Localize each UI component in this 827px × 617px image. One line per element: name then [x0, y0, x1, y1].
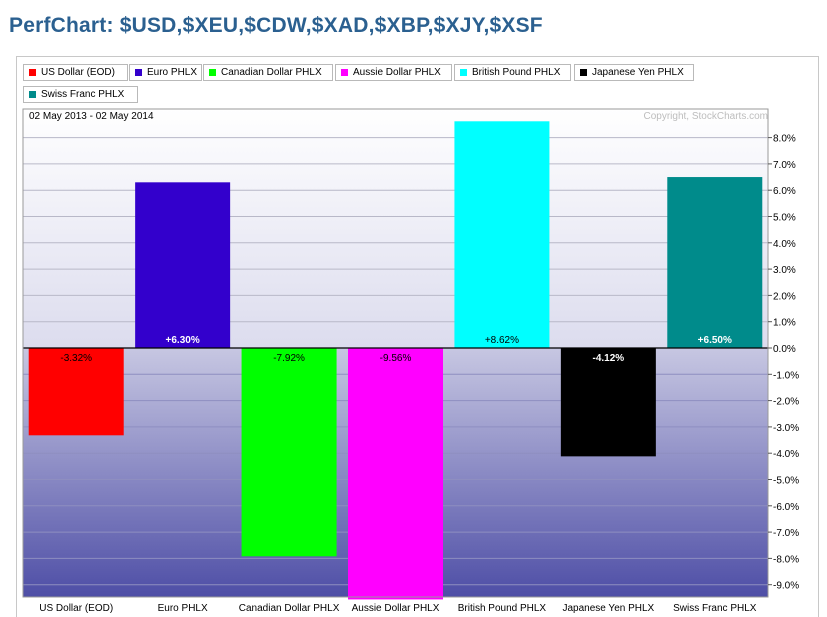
- y-tick-label: -9.0%: [773, 581, 799, 592]
- y-tick-label: -1.0%: [773, 370, 799, 381]
- legend-label: Japanese Yen PHLX: [592, 67, 684, 78]
- bar: [454, 121, 550, 348]
- y-tick-label: 8.0%: [773, 134, 796, 145]
- legend-swatch: [209, 69, 216, 76]
- y-tick-label: 1.0%: [773, 318, 796, 329]
- bar: [135, 182, 231, 348]
- legend-item-aussie-dollar[interactable]: Aussie Dollar PHLX: [335, 64, 452, 81]
- value-labels: -3.32% +6.30% -7.92% -9.56% +8.62% -4.12% +6.5…: [60, 335, 732, 364]
- legend-item-japanese-yen[interactable]: Japanese Yen PHLX: [574, 64, 694, 81]
- bar: [560, 348, 656, 457]
- chart-title: PerfChart: $USD,$XEU,$CDW,$XAD,$XBP,$XJY…: [9, 14, 543, 37]
- y-tick-label: 0.0%: [773, 344, 796, 355]
- x-axis: US Dollar (EOD) Euro PHLX Canadian Dollar …: [39, 603, 757, 614]
- date-range: 02 May 2013 - 02 May 2014: [29, 111, 154, 122]
- data-label: -3.32%: [60, 353, 92, 364]
- legend-swatch: [135, 69, 142, 76]
- bars: [28, 121, 763, 600]
- legend-swatch: [29, 91, 36, 98]
- data-label: -9.56%: [380, 353, 412, 364]
- y-tick-label: 5.0%: [773, 213, 796, 224]
- x-tick-label: Aussie Dollar PHLX: [352, 603, 440, 614]
- x-tick-label: Japanese Yen PHLX: [562, 603, 654, 614]
- data-label: +6.50%: [698, 335, 732, 346]
- bar: [241, 348, 337, 557]
- legend-label: British Pound PHLX: [472, 67, 561, 78]
- x-tick-label: Euro PHLX: [158, 603, 208, 614]
- legend-item-british-pound[interactable]: British Pound PHLX: [454, 64, 571, 81]
- y-tick-label: -7.0%: [773, 528, 799, 539]
- legend-label: Euro PHLX: [147, 67, 198, 78]
- data-label: +8.62%: [485, 335, 519, 346]
- y-tick-label: -4.0%: [773, 449, 799, 460]
- y-axis: 8.0% 7.0% 6.0% 5.0% 4.0% 3.0% 2.0% 1.0% 0.0% -1.0…: [768, 134, 799, 592]
- legend-item-swiss-franc[interactable]: Swiss Franc PHLX: [23, 86, 138, 103]
- y-tick-label: -8.0%: [773, 554, 799, 565]
- legend-swatch: [580, 69, 587, 76]
- legend-label: Canadian Dollar PHLX: [221, 67, 322, 78]
- legend-label: Swiss Franc PHLX: [41, 89, 125, 100]
- legend-item-canadian-dollar[interactable]: Canadian Dollar PHLX: [203, 64, 333, 81]
- x-tick-label: Swiss Franc PHLX: [673, 603, 757, 614]
- y-tick-label: -2.0%: [773, 397, 799, 408]
- bar: [348, 348, 443, 600]
- data-label: +6.30%: [166, 335, 200, 346]
- data-label: -7.92%: [273, 353, 305, 364]
- x-tick-label: US Dollar (EOD): [39, 603, 113, 614]
- bar: [28, 348, 124, 436]
- data-label: -4.12%: [593, 353, 625, 364]
- legend-label: US Dollar (EOD): [41, 67, 115, 78]
- y-tick-label: -3.0%: [773, 423, 799, 434]
- plot-bg-positive: [23, 109, 768, 348]
- y-tick-label: 3.0%: [773, 265, 796, 276]
- y-tick-label: 6.0%: [773, 186, 796, 197]
- legend-item-us-dollar[interactable]: US Dollar (EOD): [23, 64, 128, 81]
- y-tick-label: 2.0%: [773, 291, 796, 302]
- y-tick-label: 7.0%: [773, 160, 796, 171]
- x-tick-label: British Pound PHLX: [458, 603, 547, 614]
- y-tick-label: 4.0%: [773, 239, 796, 250]
- legend-swatch: [341, 69, 348, 76]
- plot-frame: [22, 108, 769, 598]
- legend-swatch: [460, 69, 467, 76]
- y-tick-label: -6.0%: [773, 502, 799, 513]
- bar: [667, 177, 763, 348]
- y-tick-label: -5.0%: [773, 476, 799, 487]
- legend-item-euro[interactable]: Euro PHLX: [129, 64, 202, 81]
- legend-label: Aussie Dollar PHLX: [353, 67, 441, 78]
- copyright: Copyright, StockCharts.com: [644, 111, 769, 122]
- x-tick-label: Canadian Dollar PHLX: [239, 603, 340, 614]
- legend-swatch: [29, 69, 36, 76]
